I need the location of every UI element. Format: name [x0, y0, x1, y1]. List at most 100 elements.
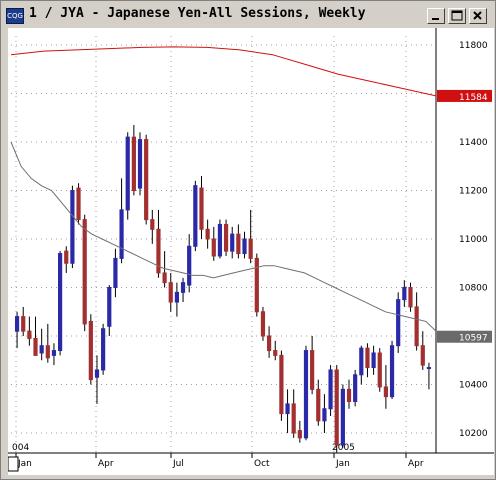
candle-body[interactable] [340, 388, 345, 446]
candle-body[interactable] [125, 136, 130, 211]
candle-body[interactable] [131, 136, 136, 191]
candle-body[interactable] [119, 209, 124, 259]
candle-body[interactable] [383, 386, 388, 398]
x-tick-label: Jan [335, 459, 350, 469]
x-tick-label: Apr [98, 459, 114, 469]
candle-body[interactable] [267, 335, 272, 352]
candle-body[interactable] [45, 345, 50, 359]
candle-body[interactable] [310, 350, 315, 390]
candle-body[interactable] [328, 369, 333, 410]
minimize-icon [432, 18, 439, 20]
candle-body[interactable] [414, 306, 419, 347]
candle-body[interactable] [51, 350, 57, 356]
candle-body[interactable] [353, 374, 358, 402]
candle-body[interactable] [291, 403, 296, 434]
close-icon [473, 11, 482, 20]
x-tick-label: Apr [408, 459, 424, 469]
candle-body[interactable] [14, 316, 20, 332]
candle-body[interactable] [223, 223, 229, 252]
candle-body[interactable] [162, 272, 167, 284]
candle-body[interactable] [101, 328, 106, 371]
candle-body[interactable] [359, 347, 364, 376]
candle-body[interactable] [174, 291, 179, 303]
window-title: 1 / JYA - Japanese Yen-All Sessions, Wee… [29, 6, 366, 21]
candle-body[interactable] [316, 388, 321, 422]
maximize-icon [451, 10, 463, 21]
candle-body[interactable] [377, 352, 382, 388]
candle-body[interactable] [58, 253, 63, 352]
candle-body[interactable] [285, 403, 290, 415]
candle-body[interactable] [242, 238, 247, 255]
candle-body[interactable] [168, 282, 173, 303]
candle-body[interactable] [236, 233, 241, 255]
maximize-button[interactable] [448, 8, 466, 24]
candle-body[interactable] [396, 299, 401, 347]
chart-area[interactable]: 1180011600114001120011000108001060010400… [8, 28, 494, 475]
candle-body[interactable] [217, 223, 223, 257]
candle-body[interactable] [27, 330, 32, 339]
candle-body[interactable] [113, 257, 118, 288]
candle-body[interactable] [193, 185, 198, 247]
candle-body[interactable] [371, 352, 376, 369]
candle-body[interactable] [70, 190, 75, 264]
candle-body[interactable] [137, 139, 143, 189]
candle-body[interactable] [39, 345, 44, 354]
candle-body[interactable] [420, 345, 425, 366]
candle-body[interactable] [82, 219, 87, 325]
close-button[interactable] [469, 8, 487, 24]
title-bar[interactable]: CQG 1 / JYA - Japanese Yen-All Sessions,… [2, 2, 494, 28]
candle-body[interactable] [144, 139, 149, 221]
y-tick-label: 11000 [459, 235, 488, 245]
candle-body[interactable] [260, 311, 266, 337]
candle-body[interactable] [107, 287, 112, 327]
y-tick-label: 10200 [459, 429, 488, 439]
y-tick-label: 10400 [459, 381, 488, 391]
y-tick-label: 11400 [459, 138, 488, 148]
candle-body[interactable] [180, 282, 186, 293]
y-tick-label: 11200 [459, 187, 488, 197]
candle-body[interactable] [248, 238, 253, 259]
price-chart[interactable]: 1180011600114001120011000108001060010400… [8, 28, 494, 475]
candle-body[interactable] [402, 287, 407, 301]
y-tick-label: 10800 [459, 284, 488, 294]
candle-body[interactable] [426, 367, 432, 370]
candle-body[interactable] [88, 320, 93, 381]
candle-body[interactable] [156, 228, 161, 274]
candle-body[interactable] [150, 219, 155, 230]
candle-body[interactable] [254, 257, 259, 313]
candle-body[interactable] [205, 228, 210, 240]
candle-body[interactable] [187, 245, 192, 286]
moving-average-long [10, 46, 437, 97]
y-tick-label: 11800 [459, 41, 488, 51]
price-tag-current-label: 10597 [459, 334, 488, 344]
x-tick-label: Jan [17, 459, 32, 469]
candle-body[interactable] [76, 187, 81, 221]
candle-body[interactable] [33, 337, 38, 356]
candle-body[interactable] [408, 287, 413, 308]
candle-body[interactable] [303, 350, 309, 439]
candle-body[interactable] [230, 233, 235, 252]
candle-body[interactable] [322, 408, 327, 422]
candle-body[interactable] [21, 316, 26, 332]
moving-average-short [10, 141, 437, 332]
year-label: 004 [12, 443, 29, 453]
price-tag-red [437, 89, 492, 102]
candle-body[interactable] [94, 369, 100, 378]
candle-body[interactable] [211, 238, 216, 257]
candle-body[interactable] [389, 345, 395, 398]
candle-body[interactable] [297, 430, 302, 439]
minimize-button[interactable] [427, 8, 445, 24]
candle-body[interactable] [64, 250, 69, 264]
candle-body[interactable] [346, 388, 352, 402]
x-tick-label: Jul [172, 459, 184, 469]
candle-body[interactable] [273, 350, 278, 356]
candle-body[interactable] [334, 369, 339, 446]
candle-body[interactable] [279, 354, 284, 415]
scroll-handle[interactable] [8, 456, 19, 472]
candle-body[interactable] [199, 187, 204, 230]
price-tag-red-label: 11584 [459, 93, 488, 103]
year-label: 2005 [332, 443, 355, 453]
app-icon[interactable]: CQG [6, 8, 24, 24]
candle-body[interactable] [365, 347, 370, 369]
